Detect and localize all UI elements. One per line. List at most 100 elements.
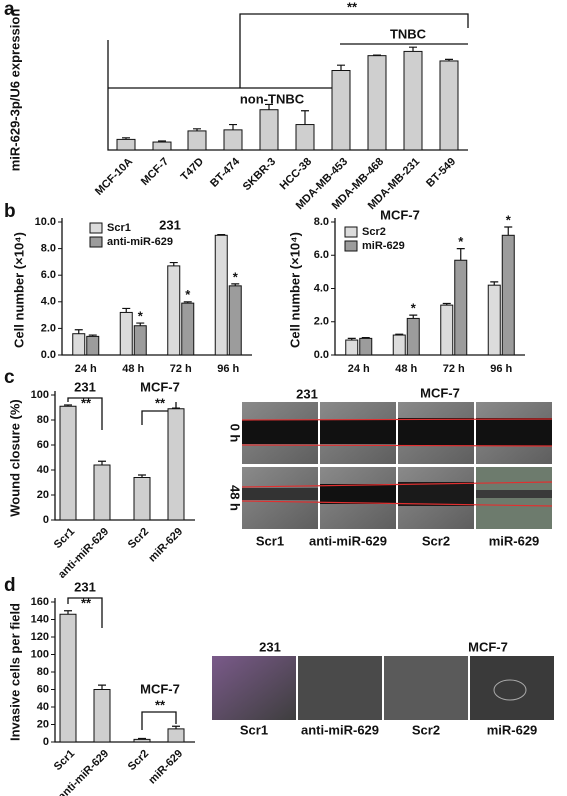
y-axis-label: Cell number (×10⁴) [11, 232, 26, 348]
x-tick-label: 96 h [217, 363, 239, 375]
legend-swatch [344, 226, 358, 238]
y-tick-label: 140 [31, 613, 49, 625]
bar [223, 129, 243, 151]
x-tick-label: BT-549 [424, 156, 458, 190]
error-bar [409, 46, 417, 52]
column-label: anti-miR-629 [309, 533, 387, 548]
x-tick-label: miR-629 [146, 526, 185, 565]
annotation: * [185, 287, 191, 302]
annotation: ** [81, 395, 92, 410]
column-label: Scr2 [412, 722, 440, 737]
y-tick-label: 6.0 [314, 249, 329, 261]
group-label: MCF-7 [420, 385, 460, 400]
y-tick-label: 160 [31, 596, 49, 608]
y-tick-label: 0 [43, 736, 49, 748]
bar [501, 234, 515, 356]
bar [72, 333, 86, 356]
brackets [108, 13, 469, 89]
error-bar [373, 54, 381, 56]
bar [86, 335, 100, 356]
legend-label: miR-629 [362, 240, 405, 252]
y-tick-label: 10.0 [35, 216, 56, 228]
error-bar [172, 407, 180, 409]
brackets [67, 597, 177, 730]
brackets [67, 397, 177, 430]
x-tick-label: 24 h [348, 363, 370, 375]
x-tick-label: MCF-10A [93, 156, 135, 198]
y-tick-label: 6.0 [41, 269, 56, 281]
error-bar [395, 333, 404, 336]
column-label: anti-miR-629 [301, 722, 379, 737]
chart-title: MCF-7 [380, 207, 420, 222]
bar [403, 50, 423, 151]
error-bar [88, 334, 97, 337]
y-axis-label: Wound closure (%) [7, 399, 22, 516]
bar [454, 259, 468, 356]
error-bar [301, 110, 309, 125]
annotation: MCF-7 [140, 681, 180, 696]
column-label: Scr2 [422, 533, 450, 548]
bar [295, 124, 315, 151]
chart-title: 231 [159, 217, 181, 232]
bar [228, 285, 242, 356]
error-bar [490, 281, 499, 286]
bar [440, 304, 454, 356]
bar [93, 689, 111, 743]
error-bar [445, 58, 453, 61]
annotation: MCF-7 [140, 379, 180, 394]
error-bar [193, 128, 201, 131]
bar [133, 325, 147, 356]
bar [59, 613, 77, 743]
bar [167, 265, 181, 356]
bar [119, 311, 133, 356]
annotation: ** [155, 395, 166, 410]
column-label: miR-629 [489, 533, 540, 548]
bar [367, 55, 387, 151]
error-bar [172, 725, 180, 729]
x-tick-label: BT-474 [208, 155, 243, 190]
y-tick-label: 8.0 [41, 243, 56, 255]
x-tick-label: 72 h [170, 363, 192, 375]
error-bar [231, 283, 240, 286]
y-tick-label: 8.0 [314, 216, 329, 228]
x-tick-label: T47D [179, 156, 207, 184]
x-tick-label: Scr1 [52, 748, 77, 773]
y-tick-label: 40 [37, 464, 49, 476]
x-tick-label: 48 h [122, 363, 144, 375]
error-bar [337, 64, 345, 71]
bar [359, 337, 373, 356]
error-bar [347, 337, 356, 341]
x-tick-label: miR-629 [146, 748, 185, 787]
annotation: 231 [74, 579, 96, 594]
error-bar [169, 261, 178, 266]
bar [59, 405, 77, 521]
annotation: non-TNBC [240, 91, 305, 106]
annotation: * [506, 212, 512, 227]
annotation: * [411, 301, 417, 316]
error-bar [158, 140, 166, 143]
annotation: ** [81, 595, 92, 610]
legend-swatch [89, 222, 103, 234]
error-bar [64, 610, 72, 615]
y-tick-label: 2.0 [314, 316, 329, 328]
bar [259, 109, 279, 151]
annotation: * [458, 234, 464, 249]
x-tick-label: SKBR-3 [241, 156, 278, 193]
group-label: 231 [259, 639, 281, 654]
legend-swatch [344, 240, 358, 252]
bar [167, 408, 185, 521]
legend-swatch [89, 236, 103, 248]
bar [345, 339, 359, 356]
error-bar [456, 248, 465, 261]
error-bar [361, 336, 370, 339]
error-bar [183, 301, 192, 304]
x-tick-label: Scr2 [126, 526, 151, 551]
error-bar [409, 314, 418, 319]
bar [487, 284, 501, 356]
bar [392, 334, 406, 356]
annotation: 231 [74, 379, 96, 394]
annotation: * [138, 309, 144, 324]
y-tick-label: 20 [37, 489, 49, 501]
annotation: ** [155, 697, 166, 712]
